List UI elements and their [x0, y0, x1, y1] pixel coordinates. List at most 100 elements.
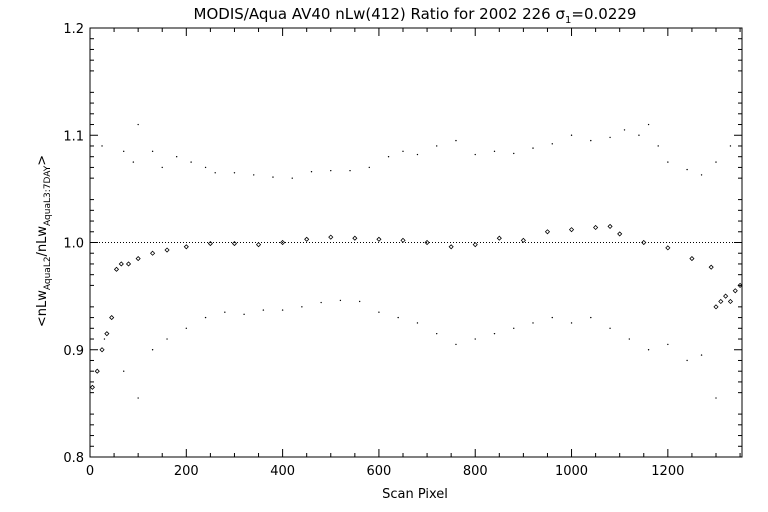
- data-point: [328, 234, 334, 240]
- data-point: [137, 123, 139, 126]
- data-point: [281, 309, 284, 311]
- data-point: [715, 397, 717, 399]
- data-point: [99, 347, 105, 353]
- series-lower-band: [103, 299, 717, 399]
- data-point: [320, 301, 322, 304]
- data-point: [708, 264, 714, 270]
- plot-frame: [89, 27, 743, 458]
- x-axis-ticks: 0 200 400 600 800 1000 1200: [86, 28, 741, 479]
- data-point: [609, 327, 611, 329]
- series-mean-ratio: [89, 223, 743, 390]
- data-point: [723, 293, 729, 299]
- data-point: [378, 311, 380, 313]
- data-point: [125, 261, 132, 267]
- data-point: [424, 239, 430, 246]
- data-point: [472, 242, 478, 248]
- x-tick-label: 200: [174, 464, 199, 479]
- data-point: [593, 224, 599, 231]
- data-point: [727, 298, 734, 305]
- data-point: [455, 343, 457, 346]
- data-point: [718, 298, 724, 305]
- data-point: [667, 343, 669, 346]
- data-point: [253, 174, 255, 176]
- data-point: [474, 153, 476, 156]
- data-point: [570, 322, 573, 324]
- data-point: [686, 168, 688, 171]
- data-point: [641, 239, 647, 246]
- data-point: [732, 288, 738, 294]
- data-point: [665, 245, 671, 251]
- data-point: [291, 177, 293, 179]
- data-point: [123, 370, 125, 372]
- data-point: [617, 231, 623, 237]
- data-point: [436, 332, 438, 335]
- data-point: [262, 309, 265, 311]
- data-point: [204, 316, 207, 319]
- data-point: [520, 237, 526, 243]
- data-point: [113, 266, 120, 272]
- data-point: [104, 331, 110, 337]
- data-point: [358, 300, 361, 303]
- x-tick-label: 1000: [555, 464, 588, 479]
- y-axis-label: <nLwAquaL2/nLwAquaL3:7DAY>: [35, 155, 53, 327]
- data-point: [590, 316, 592, 319]
- data-point: [137, 397, 139, 399]
- data-point: [207, 241, 213, 247]
- data-point: [436, 145, 438, 147]
- data-point: [204, 166, 207, 169]
- data-point: [349, 169, 351, 172]
- data-point: [166, 338, 168, 340]
- data-point: [402, 150, 404, 153]
- data-point: [135, 256, 141, 262]
- data-point: [607, 223, 613, 229]
- data-point: [713, 304, 719, 310]
- data-point: [400, 237, 406, 243]
- y-tick-label: 1.1: [63, 129, 84, 144]
- data-point: [103, 338, 106, 340]
- data-point: [132, 161, 135, 163]
- plot-border: [89, 27, 743, 458]
- data-point: [513, 327, 515, 329]
- x-tick-label: 600: [367, 464, 392, 479]
- data-point: [689, 256, 695, 262]
- data-point: [330, 169, 332, 172]
- data-point: [532, 147, 534, 149]
- data-point: [101, 145, 103, 147]
- x-tick-label: 800: [463, 464, 488, 479]
- x-tick-label: 400: [270, 464, 295, 479]
- data-point: [474, 338, 476, 340]
- data-point: [544, 229, 551, 235]
- data-point: [686, 359, 688, 362]
- data-point: [89, 384, 95, 390]
- data-point: [570, 134, 573, 136]
- y-tick-label: 0.9: [63, 344, 84, 359]
- data-point: [455, 139, 457, 142]
- data-point: [255, 242, 262, 248]
- data-point: [310, 171, 313, 173]
- data-point: [416, 322, 419, 324]
- data-point: [304, 236, 310, 242]
- plot-series: [89, 123, 743, 399]
- data-point: [175, 156, 178, 158]
- title-sigma-subscript: 1: [565, 15, 571, 26]
- data-point: [700, 174, 703, 176]
- data-point: [164, 247, 170, 253]
- data-point: [118, 261, 124, 267]
- data-point: [231, 241, 238, 247]
- data-point: [376, 236, 382, 242]
- data-point: [609, 136, 611, 139]
- data-point: [737, 282, 743, 288]
- data-point: [729, 145, 732, 147]
- data-point: [657, 145, 659, 147]
- data-point: [224, 311, 226, 313]
- data-point: [368, 166, 370, 169]
- data-point: [448, 244, 454, 250]
- x-tick-label: 0: [86, 464, 94, 479]
- data-point: [123, 150, 125, 153]
- data-point: [700, 354, 703, 356]
- data-point: [109, 315, 115, 321]
- data-point: [667, 161, 669, 163]
- data-point: [233, 172, 236, 174]
- y-tick-label: 1.2: [63, 22, 84, 37]
